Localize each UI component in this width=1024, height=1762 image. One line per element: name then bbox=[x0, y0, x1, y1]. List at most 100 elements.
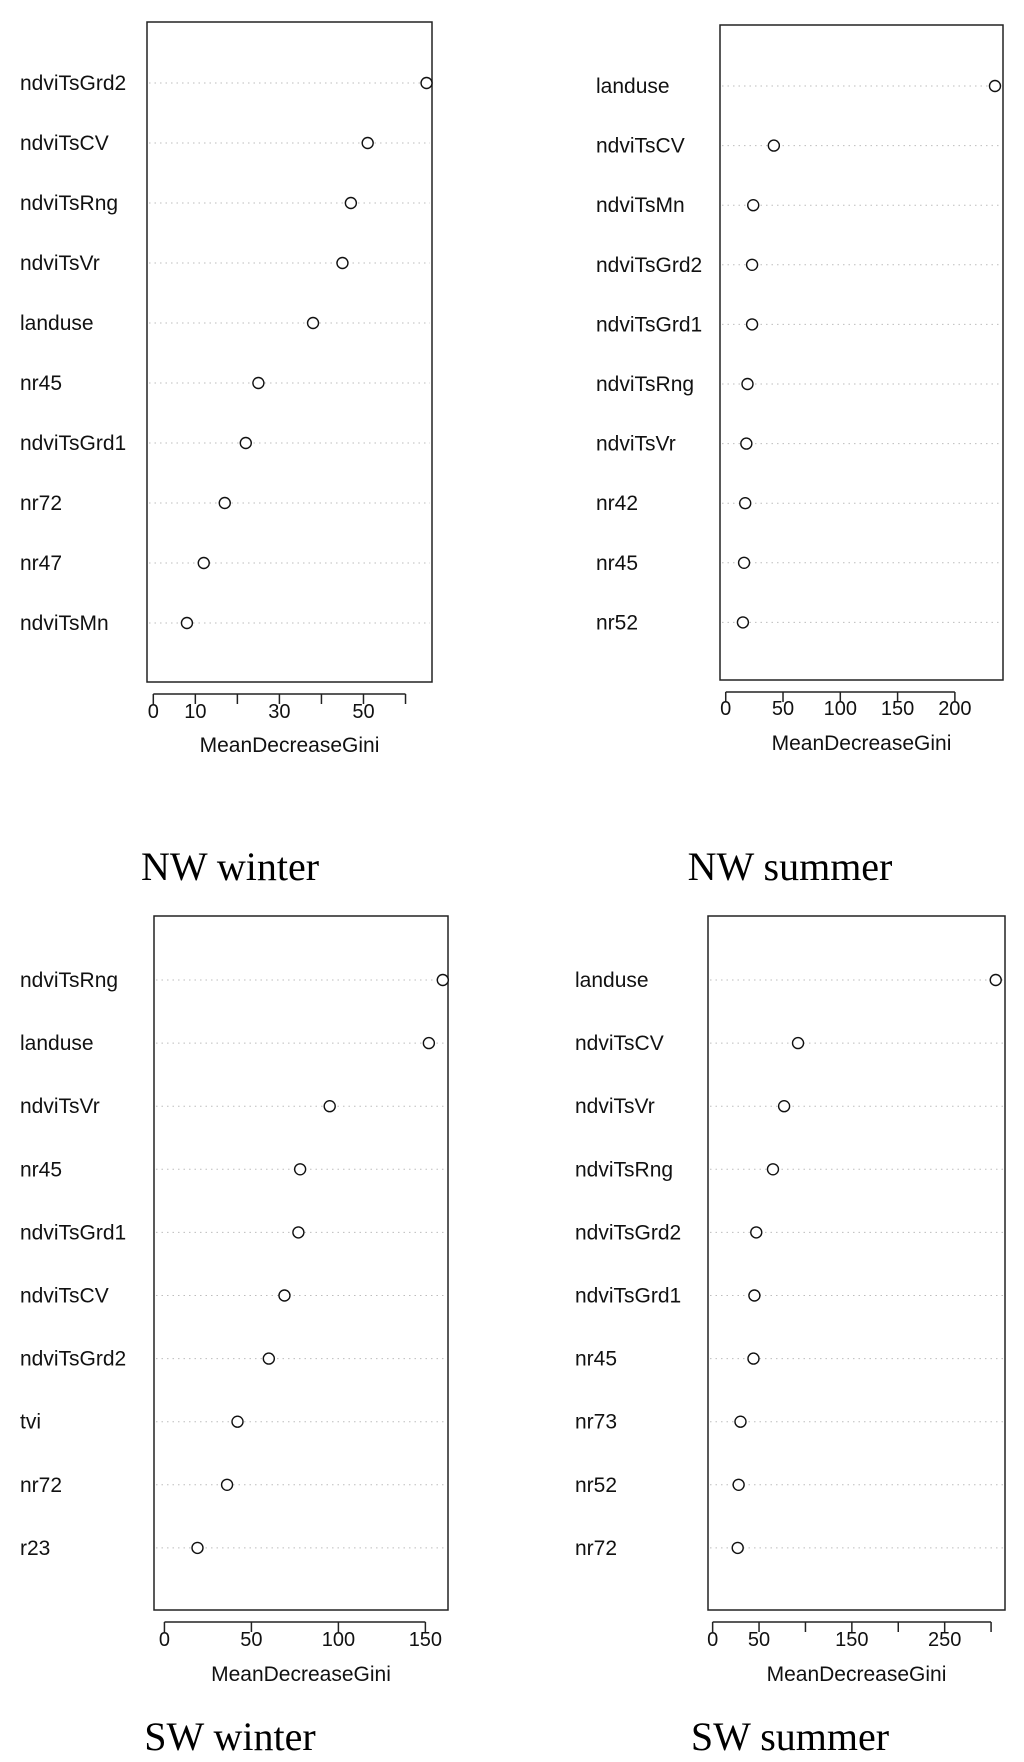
data-point bbox=[736, 616, 750, 629]
data-point bbox=[748, 1289, 761, 1302]
category-label: ndviTsCV bbox=[20, 1285, 109, 1308]
category-label: nr42 bbox=[596, 492, 638, 515]
category-label: ndviTsCV bbox=[596, 135, 685, 158]
panel-caption: SW summer bbox=[691, 1714, 889, 1759]
panel-2: landuse ndviTsCV ndviTsMn ndviTsGrd2 ndviTsG… bbox=[596, 24, 1004, 889]
data-point bbox=[739, 497, 752, 510]
data-point bbox=[323, 1099, 336, 1113]
data-point bbox=[436, 973, 449, 987]
data-point bbox=[767, 139, 781, 152]
data-point bbox=[191, 1541, 204, 1555]
category-label: nr72 bbox=[575, 1537, 617, 1560]
data-point bbox=[741, 377, 754, 391]
plot-frame bbox=[146, 21, 433, 683]
x-tick-label: 0 bbox=[159, 1629, 170, 1651]
category-label: landuse bbox=[575, 969, 649, 992]
category-label: landuse bbox=[596, 75, 670, 98]
category-label: ndviTsVr bbox=[596, 433, 676, 456]
data-point bbox=[777, 1099, 791, 1113]
category-label: ndviTsVr bbox=[20, 252, 100, 275]
x-tick-label: 150 bbox=[881, 698, 914, 720]
category-label: landuse bbox=[20, 312, 94, 335]
data-point bbox=[306, 316, 320, 330]
plot-frame bbox=[719, 24, 1004, 681]
data-point bbox=[791, 1036, 805, 1050]
data-point bbox=[197, 556, 210, 570]
category-label: nr47 bbox=[20, 552, 62, 575]
category-label: ndviTsGrd2 bbox=[20, 1348, 126, 1371]
data-point bbox=[344, 196, 358, 210]
data-point bbox=[278, 1289, 291, 1302]
panel-caption: NW summer bbox=[688, 844, 893, 889]
x-tick-label: 200 bbox=[938, 698, 971, 720]
panel-4: landuse ndviTsCV ndviTsVr ndviTsRng ndviTsGr… bbox=[575, 915, 1006, 1759]
category-label: ndviTsMn bbox=[20, 612, 109, 635]
x-axis-title: MeanDecreaseGini bbox=[200, 734, 380, 757]
data-point bbox=[361, 136, 374, 150]
category-label: ndviTsRng bbox=[20, 969, 118, 992]
data-point bbox=[422, 1036, 436, 1050]
x-tick-label: 50 bbox=[352, 701, 374, 723]
data-point bbox=[750, 1226, 763, 1239]
category-label: nr52 bbox=[596, 611, 638, 634]
category-label: nr72 bbox=[20, 492, 62, 515]
data-point bbox=[989, 973, 1002, 987]
x-tick-label: 100 bbox=[322, 1629, 355, 1651]
category-label: ndviTsVr bbox=[20, 1095, 100, 1118]
category-label: r23 bbox=[20, 1537, 50, 1560]
category-label: nr45 bbox=[20, 372, 62, 395]
data-point bbox=[740, 437, 753, 450]
data-point bbox=[336, 256, 349, 270]
category-label: ndviTsCV bbox=[20, 132, 109, 155]
category-label: ndviTsGrd2 bbox=[596, 254, 702, 277]
x-axis-title: MeanDecreaseGini bbox=[767, 1663, 947, 1686]
category-label: ndviTsGrd2 bbox=[20, 72, 126, 95]
x-tick-label: 150 bbox=[409, 1629, 442, 1651]
data-point bbox=[231, 1415, 244, 1428]
data-point bbox=[239, 436, 252, 450]
category-label: ndviTsRng bbox=[596, 373, 694, 396]
category-label: ndviTsCV bbox=[575, 1032, 664, 1055]
data-point bbox=[737, 556, 751, 569]
category-label: ndviTsGrd1 bbox=[596, 313, 702, 336]
panel-3: ndviTsRng landuse ndviTsVr nr45 ndviTsGrd1 nd… bbox=[20, 915, 449, 1759]
category-label: ndviTsGrd2 bbox=[575, 1221, 681, 1244]
x-tick-label: 0 bbox=[707, 1629, 718, 1651]
category-label: tvi bbox=[20, 1411, 41, 1434]
data-point bbox=[766, 1163, 780, 1176]
x-tick-label: 0 bbox=[148, 701, 159, 723]
x-tick-label: 0 bbox=[720, 698, 731, 720]
x-tick-label: 50 bbox=[748, 1629, 770, 1651]
category-label: nr45 bbox=[596, 552, 638, 575]
x-axis-title: MeanDecreaseGini bbox=[772, 732, 952, 755]
panel-1: ndviTsGrd2 ndviTsCV ndviTsRng ndviTsVr landu… bbox=[20, 21, 433, 889]
plot-frame bbox=[707, 915, 1006, 1611]
data-point bbox=[420, 76, 433, 90]
x-tick-label: 150 bbox=[835, 1629, 868, 1651]
category-label: ndviTsGrd1 bbox=[20, 432, 126, 455]
x-axis-title: MeanDecreaseGini bbox=[211, 1663, 391, 1686]
data-point bbox=[747, 1352, 760, 1365]
x-tick-label: 10 bbox=[184, 701, 206, 723]
category-label: nr45 bbox=[575, 1348, 617, 1371]
category-label: ndviTsVr bbox=[575, 1095, 655, 1118]
category-label: ndviTsGrd1 bbox=[20, 1221, 126, 1244]
data-point bbox=[745, 318, 759, 331]
x-tick-label: 100 bbox=[824, 698, 857, 720]
category-label: ndviTsMn bbox=[596, 194, 685, 217]
panel-caption: NW winter bbox=[141, 844, 319, 889]
data-point bbox=[252, 376, 265, 390]
category-label: nr72 bbox=[20, 1474, 62, 1497]
panel-caption: SW winter bbox=[144, 1714, 315, 1759]
data-point bbox=[988, 79, 1002, 93]
category-label: nr45 bbox=[20, 1158, 62, 1181]
x-tick-label: 50 bbox=[772, 698, 794, 720]
x-tick-label: 50 bbox=[240, 1629, 262, 1651]
category-label: landuse bbox=[20, 1032, 94, 1055]
data-point bbox=[732, 1478, 745, 1492]
data-point bbox=[180, 616, 194, 630]
data-point bbox=[218, 496, 231, 510]
category-label: nr52 bbox=[575, 1474, 617, 1497]
data-point bbox=[734, 1415, 747, 1428]
